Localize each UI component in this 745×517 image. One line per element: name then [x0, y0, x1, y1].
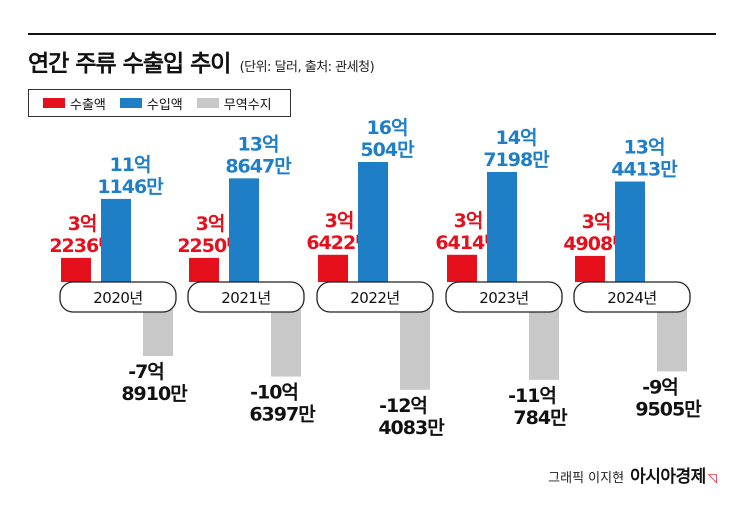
data-label-export-5-line1: 3억	[582, 211, 611, 233]
data-label-import-2-line1: 13억	[238, 133, 279, 155]
data-label-balance-2-line2: 6397만	[249, 404, 316, 426]
credit-graphic-author: 그래픽 이지현	[548, 471, 625, 486]
brand-mark-icon: ◹	[707, 471, 717, 485]
legend-swatch-export	[43, 98, 65, 108]
data-label-balance-5-line1: -9억	[642, 376, 678, 398]
category-label-4: 2023년	[479, 289, 528, 307]
data-label-balance-1-line2: 8910만	[121, 383, 188, 405]
chart-title: 연간 주류 수출입 추이	[28, 51, 231, 77]
credit-brand: 아시아경제	[630, 467, 706, 487]
data-label-import-4-line1: 14억	[496, 127, 537, 149]
data-label-balance-1-line1: -7억	[128, 361, 164, 383]
data-label-export-1-line1: 3억	[68, 213, 97, 235]
data-label-balance-5-line2: 9505만	[635, 398, 702, 420]
data-label-balance-3-line2: 4083만	[378, 417, 445, 439]
chart-subtitle: (단위: 달러, 출처: 관세청)	[239, 60, 375, 75]
category-label-2: 2021년	[221, 289, 270, 307]
title-row: 연간 주류 수출입 추이 (단위: 달러, 출처: 관세청)	[28, 44, 375, 78]
credit: 그래픽 이지현 아시아경제 ◹	[548, 462, 717, 487]
data-label-export-1-line2: 2236만	[49, 235, 116, 257]
title-rule	[28, 33, 716, 35]
data-label-balance-3-line1: -12억	[379, 395, 427, 417]
bar-import-4	[487, 171, 517, 282]
category-pill-1	[59, 281, 177, 313]
legend-item-export: 수출액	[43, 94, 106, 113]
legend-swatch-balance	[196, 98, 219, 108]
category-label-3: 2022년	[350, 289, 399, 307]
category-pill-3	[316, 281, 434, 313]
data-label-import-3-line1: 16억	[367, 117, 408, 139]
data-label-import-2-line2: 8647만	[225, 155, 292, 177]
data-label-balance-4-line2: 784만	[513, 407, 568, 429]
bar-export-3	[318, 254, 348, 282]
data-label-import-1-line2: 1146만	[97, 176, 164, 198]
category-pill-5	[573, 281, 691, 313]
data-label-import-5-line1: 13억	[624, 137, 665, 159]
data-label-export-4-line2: 6414만	[435, 232, 502, 254]
bar-export-1	[61, 257, 91, 282]
legend-swatch-import	[119, 98, 142, 108]
data-label-export-2-line1: 3억	[196, 213, 225, 235]
data-label-balance-4-line1: -11억	[508, 385, 556, 407]
category-pill-4	[445, 281, 563, 313]
bar-import-2	[229, 178, 259, 282]
legend-item-import: 수입액	[119, 94, 183, 113]
legend-label-export: 수출액	[70, 97, 106, 113]
data-label-import-5-line2: 4413만	[611, 159, 678, 181]
legend: 수출액 수입액 무역수지	[28, 89, 291, 117]
data-label-export-2-line2: 2250만	[177, 235, 244, 257]
legend-item-balance: 무역수지	[196, 94, 272, 113]
data-label-import-1-line1: 11억	[110, 154, 151, 176]
data-label-export-5-line2: 4908만	[563, 233, 630, 255]
bar-import-5	[615, 181, 645, 282]
bar-import-3	[358, 162, 388, 282]
data-label-import-4-line2: 7198만	[483, 149, 550, 171]
bar-import-1	[101, 198, 131, 282]
bar-export-5	[575, 255, 605, 282]
data-label-export-3-line1: 3억	[325, 210, 354, 232]
bar-export-4	[447, 254, 477, 282]
legend-label-import: 수입액	[146, 97, 183, 113]
data-label-import-3-line2: 504만	[360, 139, 415, 161]
data-label-balance-2-line1: -10억	[250, 382, 298, 404]
legend-label-balance: 무역수지	[223, 97, 272, 113]
category-label-5: 2024년	[607, 289, 656, 307]
data-label-export-4-line1: 3억	[454, 210, 483, 232]
data-label-export-3-line2: 6422만	[306, 232, 373, 254]
category-label-1: 2020년	[93, 289, 142, 307]
bar-export-2	[189, 257, 219, 282]
category-pill-2	[187, 281, 305, 313]
